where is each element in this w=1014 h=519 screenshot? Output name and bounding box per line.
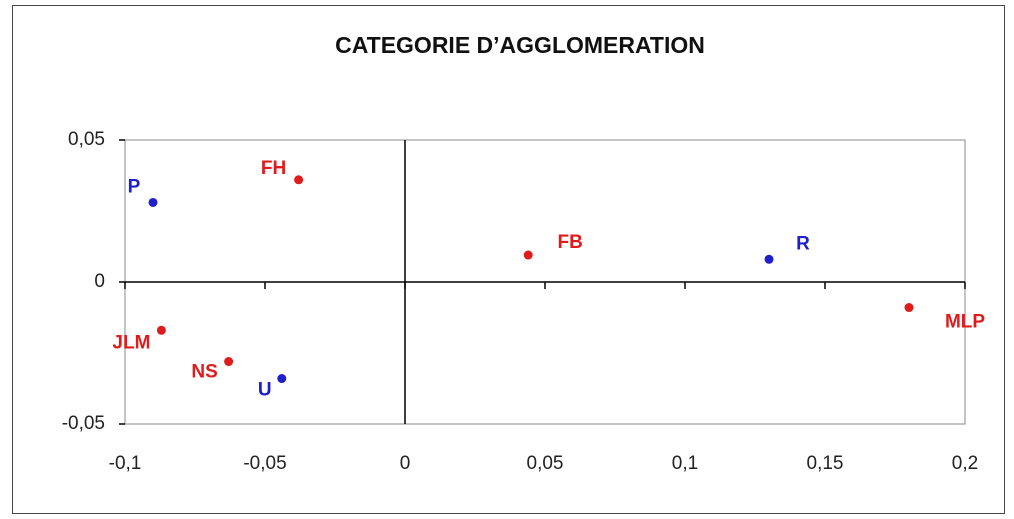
point [277, 374, 287, 384]
y-tick-label: 0,05 [68, 129, 105, 150]
point-label: NS [191, 362, 217, 383]
chart-frame [12, 5, 1005, 514]
point [523, 250, 533, 260]
point [904, 303, 914, 313]
point-label: FH [261, 158, 286, 179]
point-label: MLP [945, 312, 985, 333]
point-label: JLM [112, 332, 150, 353]
point [148, 197, 158, 207]
x-tick-label: 0,15 [807, 453, 844, 474]
point [764, 254, 774, 264]
point [224, 357, 234, 367]
x-tick-label: 0,1 [672, 453, 698, 474]
x-tick-label: -0,1 [109, 453, 142, 474]
x-tick-label: 0 [400, 453, 411, 474]
y-tick-label: -0,05 [62, 413, 105, 434]
point [294, 175, 304, 185]
x-tick-label: 0,2 [952, 453, 978, 474]
x-tick-label: 0,05 [527, 453, 564, 474]
y-tick-label: 0 [94, 271, 105, 292]
point [156, 325, 166, 335]
point-label: FB [558, 232, 583, 253]
x-tick-label: -0,05 [243, 453, 286, 474]
chart-title: CATEGORIE D’AGGLOMERATION [335, 32, 705, 58]
point-label: U [258, 380, 272, 401]
point-label: R [796, 233, 810, 254]
point-label: P [128, 176, 141, 197]
